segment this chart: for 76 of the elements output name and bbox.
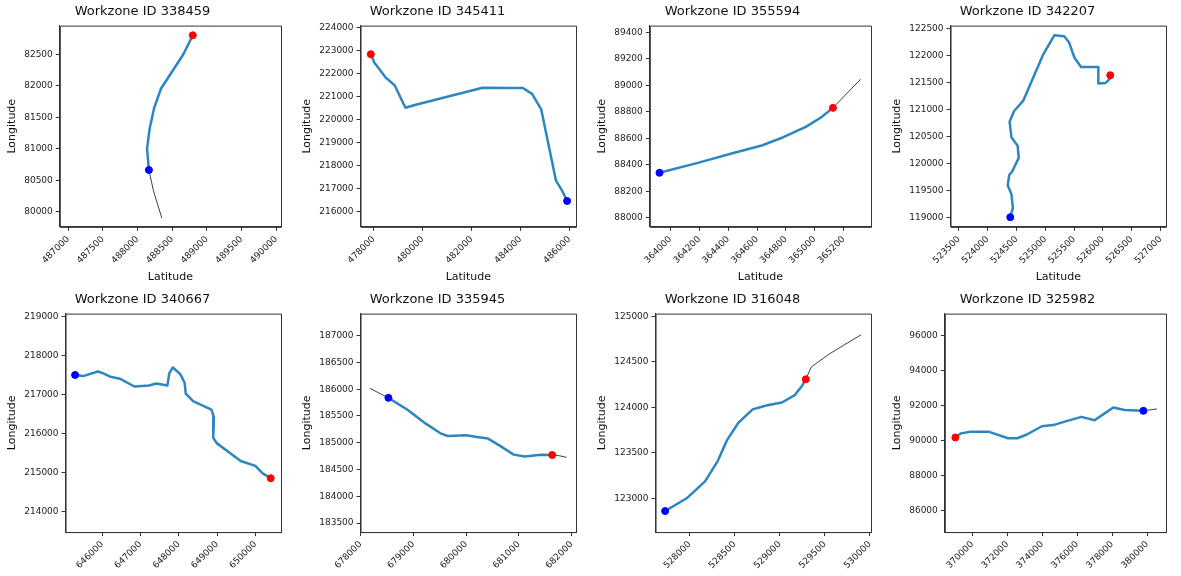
y-tick-label: 219000 [24, 310, 59, 321]
x-axis-title: Latitude [1035, 270, 1082, 284]
chart-title: Workzone ID 335945 [369, 291, 506, 307]
y-tick-label: 186000 [319, 383, 354, 394]
y-tick-label: 119000 [909, 211, 944, 222]
y-tick-label: 217000 [319, 183, 354, 194]
y-tick-label: 86000 [909, 504, 939, 515]
y-tick-label: 183500 [319, 517, 354, 528]
y-tick-label: 219000 [319, 137, 354, 148]
chart-title: Workzone ID 338459 [74, 3, 211, 19]
y-tick-label: 184500 [319, 463, 354, 474]
y-tick-label: 223000 [319, 45, 354, 56]
y-tick-label: 80000 [24, 206, 54, 217]
y-axis-title: Longitude [890, 395, 904, 451]
y-tick-label: 81500 [24, 111, 54, 122]
x-axis-title: Latitude [147, 270, 194, 284]
x-axis-title: Latitude [445, 270, 492, 284]
y-tick-label: 187000 [319, 330, 354, 340]
y-tick-label: 88200 [614, 185, 644, 196]
y-tick-label: 216000 [24, 427, 59, 438]
y-tick-label: 88800 [614, 106, 644, 117]
y-tick-label: 89200 [614, 53, 644, 64]
chart-title: Workzone ID 325982 [959, 291, 1096, 307]
y-tick-label: 80500 [24, 174, 54, 185]
chart-title: Workzone ID 345411 [369, 3, 506, 19]
y-tick-label: 218000 [319, 160, 354, 171]
y-tick-label: 92000 [909, 399, 939, 410]
y-tick-label: 124500 [614, 356, 649, 367]
y-tick-label: 123000 [614, 492, 649, 503]
y-tick-label: 220000 [319, 114, 354, 125]
y-tick-label: 218000 [24, 349, 59, 360]
y-tick-label: 122500 [909, 22, 944, 33]
y-tick-label: 185500 [319, 410, 354, 421]
y-tick-label: 96000 [909, 330, 939, 341]
y-tick-label: 184000 [319, 490, 354, 501]
y-tick-label: 90000 [909, 434, 939, 445]
y-axis-title: Longitude [595, 395, 609, 451]
y-tick-label: 120000 [909, 157, 944, 168]
y-tick-label: 185000 [319, 437, 354, 448]
chart-title: Workzone ID 340667 [74, 291, 211, 307]
chart-title: Workzone ID 355594 [664, 3, 801, 19]
y-tick-label: 121000 [909, 103, 944, 114]
y-tick-label: 89000 [614, 79, 644, 90]
y-tick-label: 89400 [614, 26, 644, 37]
y-tick-label: 82000 [24, 80, 54, 91]
y-axis-title: Longitude [5, 395, 19, 451]
y-tick-label: 88600 [614, 132, 644, 143]
y-tick-label: 88000 [614, 211, 644, 222]
y-tick-label: 122000 [909, 49, 944, 60]
y-tick-label: 121500 [909, 76, 944, 87]
y-tick-label: 81000 [24, 143, 54, 154]
y-tick-label: 88000 [909, 469, 939, 480]
y-tick-label: 224000 [319, 22, 354, 33]
y-axis-title: Longitude [890, 98, 904, 154]
y-tick-label: 120500 [909, 130, 944, 141]
y-axis-title: Longitude [5, 98, 19, 154]
y-tick-label: 88400 [614, 159, 644, 170]
chart-title: Workzone ID 342207 [959, 3, 1096, 19]
y-tick-label: 221000 [319, 91, 354, 102]
x-axis-title: Latitude [737, 270, 784, 284]
y-axis-title: Longitude [300, 98, 314, 154]
y-tick-label: 124000 [614, 401, 649, 412]
y-tick-label: 217000 [24, 388, 59, 399]
y-tick-label: 215000 [24, 466, 59, 477]
y-tick-label: 214000 [24, 505, 59, 516]
y-tick-label: 123500 [614, 447, 649, 458]
y-tick-label: 125000 [614, 310, 649, 321]
y-axis-title: Longitude [300, 395, 314, 451]
y-tick-label: 119500 [909, 184, 944, 195]
y-tick-label: 216000 [319, 206, 354, 217]
y-tick-label: 222000 [319, 68, 354, 79]
y-axis-title: Longitude [595, 98, 609, 154]
y-tick-label: 82500 [24, 48, 54, 59]
y-tick-label: 94000 [909, 365, 939, 375]
y-tick-label: 186500 [319, 356, 354, 367]
chart-title: Workzone ID 316048 [664, 291, 801, 307]
